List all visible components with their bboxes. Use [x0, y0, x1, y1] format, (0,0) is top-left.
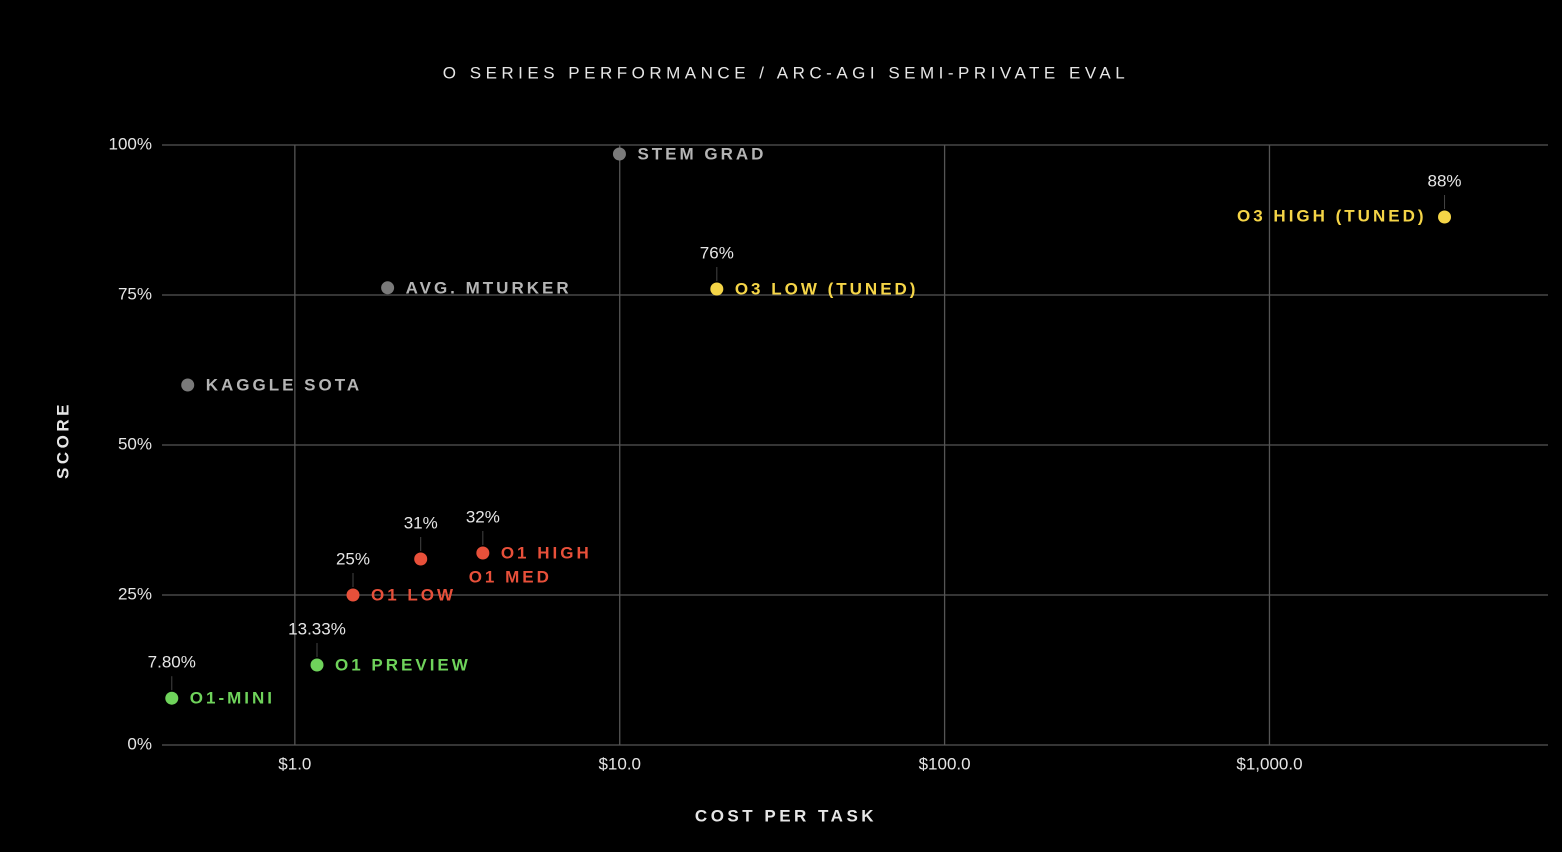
x-axis-title: COST PER TASK	[695, 806, 877, 825]
value-label: 88%	[1428, 171, 1462, 190]
point-label: KAGGLE SOTA	[206, 375, 362, 394]
point	[381, 281, 395, 295]
x-tick-label: $1,000.0	[1236, 754, 1302, 773]
x-tick-label: $1.0	[278, 754, 311, 773]
x-tick-label: $100.0	[919, 754, 971, 773]
point-label: O1 MED	[469, 567, 552, 586]
point	[346, 588, 360, 602]
point	[181, 378, 195, 392]
point-label: STEM GRAD	[637, 144, 766, 163]
point	[612, 147, 626, 161]
y-axis-title: SCORE	[53, 401, 72, 479]
value-label: 25%	[336, 549, 370, 568]
point	[710, 282, 724, 296]
value-label: 76%	[700, 243, 734, 262]
y-tick-label: 25%	[118, 584, 152, 603]
chart-title: O SERIES PERFORMANCE / ARC-AGI SEMI-PRIV…	[443, 63, 1129, 82]
value-label: 32%	[466, 507, 500, 526]
point	[1438, 210, 1452, 224]
y-tick-label: 100%	[109, 134, 152, 153]
x-tick-label: $10.0	[598, 754, 641, 773]
point	[310, 658, 324, 672]
point-label: O3 HIGH (TUNED)	[1237, 206, 1427, 225]
point	[165, 691, 179, 705]
point-label: AVG. MTURKER	[406, 278, 572, 297]
y-tick-label: 50%	[118, 434, 152, 453]
point-label: O1 HIGH	[501, 543, 592, 562]
point-label: O1 LOW	[371, 585, 456, 604]
point-label: O1-MINI	[190, 689, 275, 708]
point-label: O1 PREVIEW	[335, 656, 471, 675]
y-tick-label: 0%	[127, 734, 152, 753]
point-label: O3 LOW (TUNED)	[735, 279, 919, 298]
point	[476, 546, 490, 560]
value-label: 31%	[404, 513, 438, 532]
value-label: 7.80%	[148, 653, 196, 672]
y-tick-label: 75%	[118, 284, 152, 303]
value-label: 13.33%	[288, 620, 346, 639]
point	[414, 552, 428, 566]
